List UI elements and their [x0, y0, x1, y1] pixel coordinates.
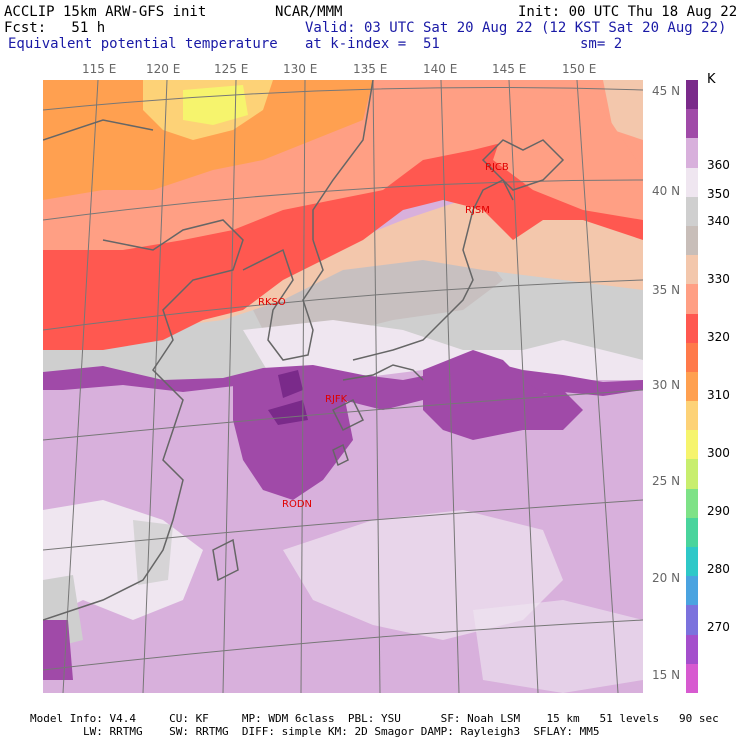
station-label: RJCB	[485, 162, 509, 173]
colorbar-swatch	[686, 634, 698, 664]
model-info-line2: LW: RRTMG SW: RRTMG DIFF: simple KM: 2D …	[30, 725, 600, 738]
colorbar-swatch	[686, 167, 698, 197]
colorbar-tick: 270	[707, 620, 730, 634]
colorbar-swatch	[686, 109, 698, 139]
smoothing: sm= 2	[580, 36, 623, 52]
field-name: Equivalent potential temperature	[8, 36, 278, 52]
lon-label: 150 E	[562, 62, 597, 76]
colorbar-swatch	[686, 138, 698, 168]
colorbar-swatch	[686, 517, 698, 547]
lat-label: 20 N	[652, 571, 681, 585]
coastlines	[43, 80, 565, 621]
colorbar-tick: 310	[707, 388, 730, 402]
map-canvas	[43, 80, 643, 693]
colorbar-swatch	[686, 663, 698, 693]
lat-label: 40 N	[652, 184, 681, 198]
lon-label: 135 E	[353, 62, 388, 76]
colorbar-unit: K	[707, 72, 716, 87]
forecast-hour: Fcst: 51 h	[4, 20, 106, 36]
model-title: ACCLIP 15km ARW-GFS init	[4, 4, 207, 20]
colorbar	[686, 80, 698, 693]
lat-label: 30 N	[652, 378, 681, 392]
lat-label: 45 N	[652, 84, 681, 98]
colorbar-swatch	[686, 488, 698, 518]
colorbar-swatch	[686, 342, 698, 372]
graticule	[43, 80, 643, 693]
station-label: RKSO	[258, 297, 286, 308]
colorbar-swatch	[686, 605, 698, 635]
colorbar-tick: 300	[707, 446, 730, 460]
colorbar-tick: 340	[707, 214, 730, 228]
lat-label: 15 N	[652, 668, 681, 682]
colorbar-tick: 290	[707, 504, 730, 518]
colorbar-swatch	[686, 371, 698, 402]
colorbar-swatch	[686, 576, 698, 606]
lon-label: 115 E	[82, 62, 117, 76]
theta-e-map	[43, 80, 643, 693]
colorbar-swatch	[686, 225, 698, 256]
colorbar-swatch	[686, 547, 698, 577]
lat-label: 35 N	[652, 283, 681, 297]
station-label: RJSM	[465, 205, 490, 216]
valid-time: Valid: 03 UTC Sat 20 Aug 22 (12 KST Sat …	[305, 20, 727, 36]
station-label: RODN	[282, 499, 312, 510]
colorbar-swatch	[686, 401, 698, 431]
colorbar-tick: 280	[707, 562, 730, 576]
organization: NCAR/MMM	[275, 4, 343, 20]
colorbar-swatch	[686, 284, 698, 314]
colorbar-tick: 350	[707, 187, 730, 201]
level-info: at k-index = 51	[305, 36, 440, 52]
init-time: Init: 00 UTC Thu 18 Aug 22	[518, 4, 738, 20]
colorbar-swatch	[686, 313, 698, 343]
lon-label: 120 E	[146, 62, 181, 76]
colorbar-tick: 360	[707, 158, 730, 172]
colorbar-tick: 330	[707, 272, 730, 286]
colorbar-swatch	[686, 196, 698, 226]
colorbar-swatch	[686, 255, 698, 285]
colorbar-tick: 320	[707, 330, 730, 344]
lat-label: 25 N	[652, 474, 681, 488]
lon-label: 125 E	[214, 62, 249, 76]
station-label: RJFK	[325, 394, 348, 405]
colorbar-swatch	[686, 459, 698, 489]
colorbar-swatch	[686, 80, 698, 110]
model-info-line1: Model Info: V4.4 CU: KF MP: WDM 6class P…	[30, 712, 719, 725]
lon-label: 145 E	[492, 62, 527, 76]
lon-label: 140 E	[423, 62, 458, 76]
colorbar-swatch	[686, 430, 698, 460]
lon-label: 130 E	[283, 62, 318, 76]
